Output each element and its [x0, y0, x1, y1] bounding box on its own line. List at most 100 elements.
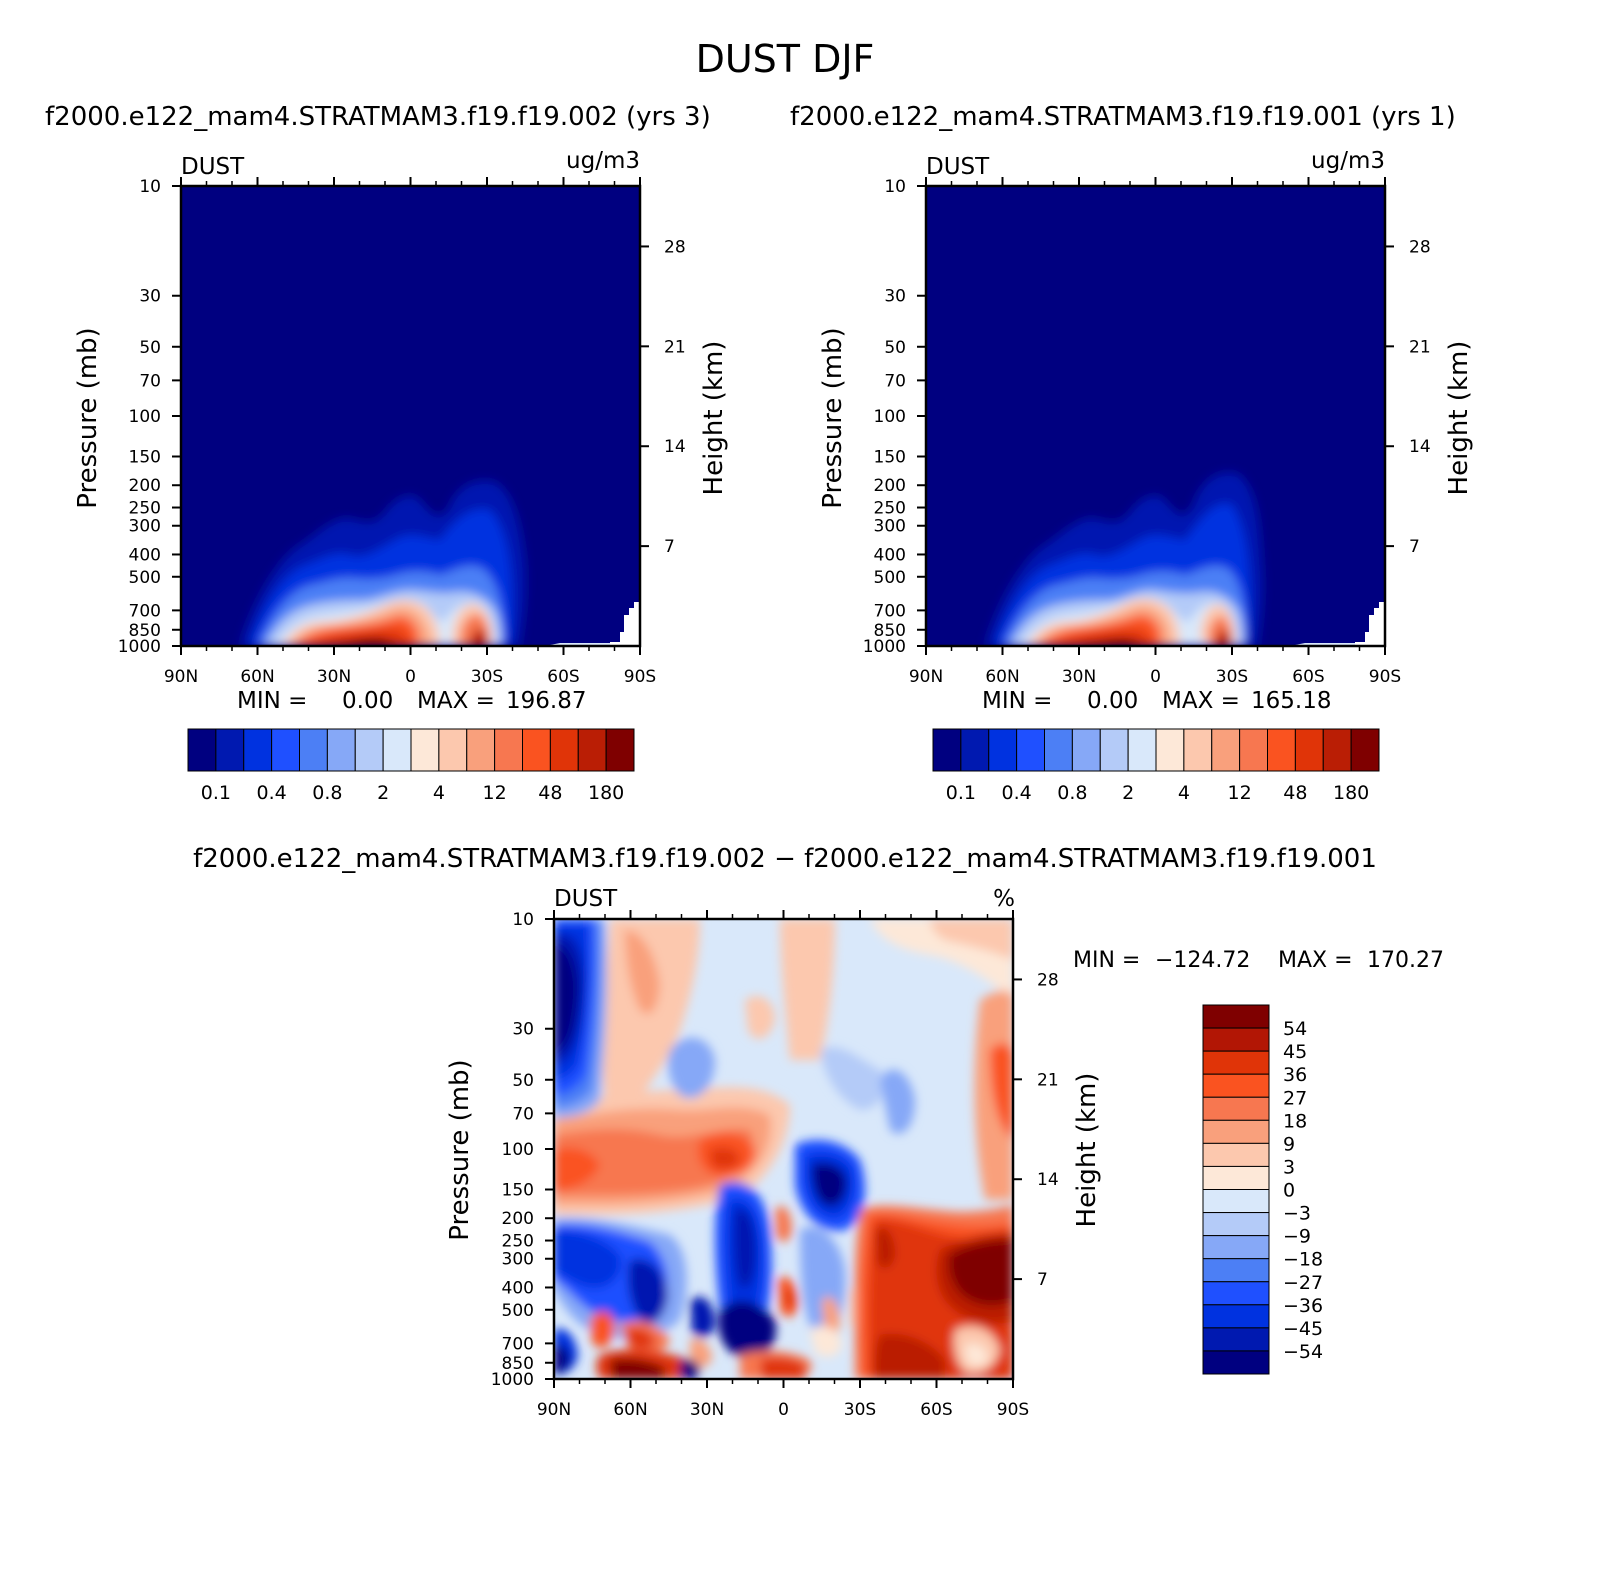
x-tick-label: 90S: [624, 667, 656, 687]
panel-2-max-label: MAX =: [1162, 688, 1240, 714]
panel-3-max-label: MAX =: [1278, 948, 1353, 973]
y2-tick-label: 14: [1037, 1170, 1059, 1190]
colorbar-box: [326, 728, 356, 772]
y2-tick-label: 7: [664, 537, 675, 557]
panel-1-height-axis-label: Height (km): [699, 341, 729, 496]
y-tick-label: 300: [129, 517, 161, 537]
y-tick-label: 150: [874, 448, 906, 468]
panel-3-pressure-axis-label: Pressure (mb): [445, 1059, 475, 1240]
colorbar-label: 0.1: [946, 782, 976, 804]
colorbar-box: [494, 728, 523, 772]
colorbar-box: [1202, 1142, 1270, 1167]
y2-tick-label: 21: [1037, 1070, 1059, 1090]
colorbar-box: [1202, 1027, 1270, 1052]
colorbar-box: [1127, 728, 1157, 772]
colorbar-box: [960, 728, 990, 772]
colorbar-box: [382, 728, 412, 772]
colorbar-box: [1099, 728, 1129, 772]
colorbar-box: [1202, 1304, 1270, 1329]
panel-2-colorbar: 0.1 0.4 0.8 2 4 12 48 180: [932, 728, 1380, 804]
y2-tick-label: 21: [664, 337, 686, 357]
y-tick-label: 700: [502, 1334, 534, 1354]
panel-1-field: [181, 186, 640, 646]
x-tick-label: 30N: [317, 667, 351, 687]
panel-1-pressure-axis-label: Pressure (mb): [73, 327, 103, 508]
colorbar-box: [299, 728, 328, 772]
colorbar-label: 4: [433, 782, 445, 804]
panel-1-units-label: ug/m3: [566, 148, 640, 174]
colorbar-box: [271, 728, 300, 772]
y-tick-label: 10: [884, 177, 906, 197]
y2-tick-label: 21: [1409, 337, 1431, 357]
colorbar-box: [1202, 1212, 1270, 1237]
y-tick-label: 850: [502, 1354, 534, 1374]
y-tick-label: 500: [129, 568, 161, 588]
colorbar-box: [1155, 728, 1185, 772]
colorbar-label: 12: [483, 782, 507, 804]
panel-1-colorbar: 0.1 0.4 0.8 2 4 12 48 180: [187, 728, 635, 804]
colorbar-box: [1202, 1004, 1270, 1029]
colorbar-box: [1183, 728, 1213, 772]
y-tick-label: 150: [502, 1181, 534, 1201]
y-tick-label: 50: [139, 338, 161, 358]
y-tick-label: 200: [874, 476, 906, 496]
y-tick-label: 150: [129, 448, 161, 468]
colorbar-box: [1202, 1073, 1270, 1098]
colorbar-box: [1202, 1258, 1270, 1283]
x-tick-label: 30S: [1216, 667, 1248, 687]
y-tick-label: 10: [512, 910, 534, 930]
colorbar-label: 3: [1283, 1156, 1295, 1178]
x-tick-label: 60N: [240, 667, 274, 687]
panel-2-pressure-axis-label: Pressure (mb): [818, 327, 848, 508]
x-tick-label: 60S: [547, 667, 579, 687]
colorbar-box: [1211, 728, 1241, 772]
y-tick-label: 10: [139, 177, 161, 197]
panel-2-max-value: 165.18: [1251, 688, 1331, 714]
y2-tick-label: 14: [664, 437, 686, 457]
colorbar-label: 54: [1283, 1018, 1307, 1040]
x-tick-label: 90S: [997, 1400, 1029, 1420]
colorbar-box: [1202, 1096, 1270, 1121]
panel-3-variable-label: DUST: [554, 886, 618, 912]
colorbar-box: [1202, 1327, 1270, 1352]
colorbar-label: 0.1: [201, 782, 231, 804]
y-tick-label: 700: [129, 601, 161, 621]
colorbar-box: [1071, 728, 1101, 772]
y-tick-label: 50: [512, 1071, 534, 1091]
y-tick-label: 70: [139, 371, 161, 391]
y2-tick-label: 28: [664, 237, 686, 257]
y-tick-label: 70: [884, 371, 906, 391]
colorbar-label: −3: [1283, 1203, 1311, 1225]
colorbar-box: [1202, 1235, 1270, 1260]
panel-3: f2000.e122_mam4.STRATMAM3.f19.f19.002 − …: [193, 844, 1444, 1420]
y-tick-label: 250: [874, 499, 906, 519]
y-tick-label: 200: [502, 1209, 534, 1229]
y2-tick-label: 7: [1409, 537, 1420, 557]
panel-2-variable-label: DUST: [926, 154, 990, 180]
panel-1-min-label: MIN =: [237, 688, 307, 714]
y-tick-label: 250: [502, 1232, 534, 1252]
panel-2-axes: 90N 60N 30N 0 30S 60S 90S 10 30 50 70 100 150 200 2503…: [863, 177, 1431, 687]
colorbar-box: [1202, 1165, 1270, 1190]
y-tick-label: 1000: [118, 637, 161, 657]
panel-3-units-label: %: [993, 886, 1015, 912]
colorbar-label: −45: [1283, 1318, 1323, 1340]
x-tick-label: 30S: [471, 667, 503, 687]
y-tick-label: 300: [874, 517, 906, 537]
y-tick-label: 700: [874, 601, 906, 621]
colorbar-box: [522, 728, 551, 772]
colorbar-label: 48: [538, 782, 562, 804]
colorbar-box: [988, 728, 1018, 772]
y-tick-label: 100: [502, 1140, 534, 1160]
colorbar-label: 4: [1178, 782, 1190, 804]
colorbar-label: −54: [1283, 1341, 1323, 1363]
colorbar-box: [1202, 1189, 1270, 1214]
panel-1: f2000.e122_mam4.STRATMAM3.f19.f19.002 (y…: [45, 102, 729, 804]
x-tick-label: 0: [1150, 667, 1161, 687]
colorbar-label: 12: [1228, 782, 1252, 804]
y-tick-label: 100: [129, 407, 161, 427]
colorbar-box: [1202, 1119, 1270, 1144]
y-tick-label: 400: [129, 545, 161, 565]
colorbar-box: [410, 728, 440, 772]
y-tick-label: 400: [502, 1278, 534, 1298]
